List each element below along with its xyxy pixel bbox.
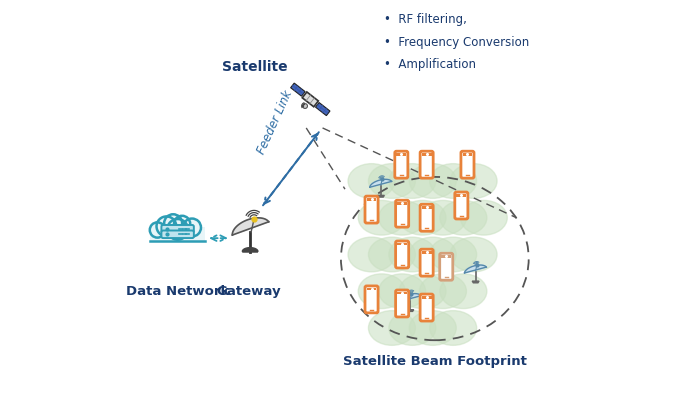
Ellipse shape [409, 311, 456, 345]
Ellipse shape [379, 274, 426, 309]
FancyBboxPatch shape [395, 241, 408, 268]
Ellipse shape [430, 237, 477, 272]
Ellipse shape [348, 164, 395, 199]
FancyBboxPatch shape [440, 253, 453, 280]
FancyBboxPatch shape [461, 151, 474, 178]
Polygon shape [400, 293, 421, 302]
Ellipse shape [420, 274, 466, 309]
FancyBboxPatch shape [395, 200, 408, 227]
Ellipse shape [440, 274, 487, 309]
Ellipse shape [460, 201, 507, 235]
Polygon shape [377, 195, 384, 197]
Circle shape [167, 219, 188, 240]
Polygon shape [472, 281, 479, 283]
Ellipse shape [389, 311, 436, 345]
Ellipse shape [450, 164, 497, 199]
Polygon shape [407, 309, 414, 312]
Ellipse shape [389, 164, 436, 199]
Circle shape [303, 104, 308, 109]
Bar [150, 227, 206, 241]
Ellipse shape [389, 237, 436, 272]
FancyBboxPatch shape [395, 290, 408, 317]
FancyBboxPatch shape [365, 286, 378, 313]
Ellipse shape [440, 201, 487, 235]
Ellipse shape [348, 237, 395, 272]
FancyBboxPatch shape [366, 288, 377, 291]
Text: •  Amplification: • Amplification [384, 58, 476, 71]
FancyBboxPatch shape [422, 251, 431, 254]
Polygon shape [315, 102, 330, 115]
FancyBboxPatch shape [457, 194, 466, 196]
Polygon shape [290, 83, 305, 96]
Circle shape [157, 217, 176, 236]
Text: •  RF filtering,: • RF filtering, [384, 13, 466, 26]
Ellipse shape [450, 237, 497, 272]
FancyBboxPatch shape [397, 292, 407, 294]
Circle shape [174, 216, 190, 232]
FancyBboxPatch shape [422, 153, 431, 156]
FancyBboxPatch shape [422, 296, 431, 298]
Ellipse shape [358, 274, 405, 309]
FancyBboxPatch shape [455, 192, 468, 219]
FancyBboxPatch shape [365, 196, 378, 223]
Text: Gateway: Gateway [217, 285, 282, 298]
Polygon shape [370, 179, 392, 187]
Ellipse shape [399, 201, 446, 235]
FancyBboxPatch shape [420, 204, 433, 231]
FancyBboxPatch shape [420, 294, 433, 321]
Ellipse shape [430, 164, 477, 199]
FancyBboxPatch shape [420, 249, 433, 276]
Polygon shape [464, 265, 486, 273]
FancyBboxPatch shape [442, 255, 451, 258]
Text: Satellite Beam Footprint: Satellite Beam Footprint [343, 355, 526, 367]
Ellipse shape [409, 237, 456, 272]
Polygon shape [233, 218, 268, 235]
Polygon shape [302, 92, 318, 107]
Ellipse shape [379, 201, 426, 235]
Text: Satellite: Satellite [222, 60, 288, 74]
FancyBboxPatch shape [422, 206, 431, 209]
Text: Data Network: Data Network [126, 285, 229, 298]
Ellipse shape [368, 237, 415, 272]
FancyBboxPatch shape [161, 225, 194, 233]
Ellipse shape [368, 164, 415, 199]
FancyBboxPatch shape [161, 231, 194, 238]
Circle shape [150, 222, 165, 238]
Ellipse shape [430, 311, 477, 345]
Ellipse shape [399, 274, 446, 309]
Circle shape [164, 214, 182, 232]
Ellipse shape [409, 164, 456, 199]
FancyBboxPatch shape [397, 202, 407, 205]
FancyBboxPatch shape [420, 151, 433, 178]
FancyBboxPatch shape [397, 153, 406, 156]
FancyBboxPatch shape [462, 153, 473, 156]
Text: Feeder Link: Feeder Link [255, 89, 295, 157]
Ellipse shape [358, 201, 405, 235]
FancyBboxPatch shape [395, 151, 408, 178]
Ellipse shape [368, 311, 415, 345]
Polygon shape [242, 248, 258, 252]
FancyBboxPatch shape [397, 242, 407, 245]
Ellipse shape [420, 201, 466, 235]
Text: •  Frequency Conversion: • Frequency Conversion [384, 36, 529, 49]
Circle shape [183, 219, 201, 236]
FancyBboxPatch shape [366, 198, 377, 201]
